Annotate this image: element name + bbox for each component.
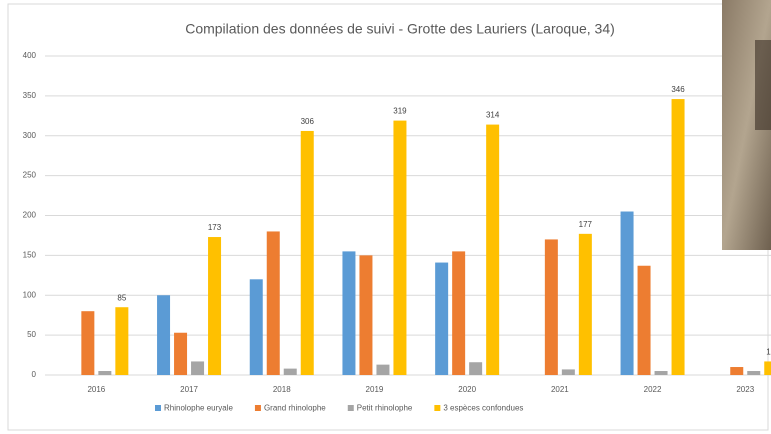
bar (452, 251, 466, 375)
bar (578, 233, 592, 375)
x-tick-label: 2016 (87, 385, 105, 394)
legend-swatch (434, 405, 441, 411)
bar (157, 295, 171, 375)
bar (342, 251, 356, 375)
bar (208, 237, 222, 375)
x-tick-label: 2018 (273, 385, 291, 394)
data-label: 177 (579, 220, 593, 229)
data-label: 319 (393, 107, 407, 116)
bar (469, 362, 483, 375)
x-tick-label: 2019 (366, 385, 384, 394)
y-tick-label: 150 (23, 250, 37, 259)
y-tick-label: 400 (23, 51, 37, 60)
bar (266, 231, 280, 375)
legend-swatch (155, 405, 161, 411)
legend-swatch (254, 405, 261, 411)
legend-swatch (347, 405, 354, 411)
bar (654, 371, 668, 375)
bar (747, 371, 761, 375)
y-tick-label: 250 (23, 171, 37, 180)
bar (671, 99, 685, 375)
bar (730, 367, 744, 375)
bar (359, 255, 373, 375)
bar (191, 361, 205, 375)
y-tick-label: 200 (23, 211, 37, 220)
data-label: 314 (486, 111, 500, 120)
y-tick-label: 0 (32, 370, 37, 379)
data-label: 85 (117, 293, 126, 302)
bar (376, 364, 390, 375)
bar (486, 124, 500, 376)
y-tick-label: 350 (23, 91, 37, 100)
data-label: 17 (766, 348, 771, 357)
bar (764, 361, 771, 375)
data-label: 306 (301, 117, 315, 126)
x-tick-label: 2017 (180, 385, 198, 394)
bar (620, 211, 634, 375)
bar (249, 279, 263, 375)
chart-title: Compilation des données de suivi - Grott… (185, 21, 615, 37)
bar (544, 239, 558, 375)
data-label: 346 (671, 85, 685, 94)
photo-detail (755, 40, 771, 130)
x-tick-label: 2020 (458, 385, 476, 394)
y-tick-label: 300 (23, 131, 37, 140)
bar (435, 262, 449, 375)
x-tick-label: 2023 (736, 385, 754, 394)
x-tick-label: 2021 (551, 385, 569, 394)
bar (81, 311, 95, 375)
bar (561, 369, 575, 375)
bar (393, 120, 407, 375)
x-tick-label: 2022 (644, 385, 662, 394)
data-label: 173 (208, 223, 222, 232)
y-tick-label: 100 (23, 290, 37, 299)
legend-label: Grand rhinolophe (264, 404, 326, 413)
legend-label: Petit rhinolophe (357, 404, 413, 413)
y-tick-label: 50 (27, 330, 36, 339)
legend-label: Rhinolophe euryale (164, 404, 233, 413)
bar (98, 371, 112, 375)
bar (300, 130, 314, 375)
bar (283, 368, 297, 375)
plot-area: 0 50 100 150 200 250 300 350 400 2016 85 2017 173 201… (23, 51, 771, 413)
bar (174, 332, 188, 375)
bar (115, 307, 129, 375)
bar (637, 265, 651, 375)
legend-label: 3 espèces confondues (443, 404, 523, 413)
